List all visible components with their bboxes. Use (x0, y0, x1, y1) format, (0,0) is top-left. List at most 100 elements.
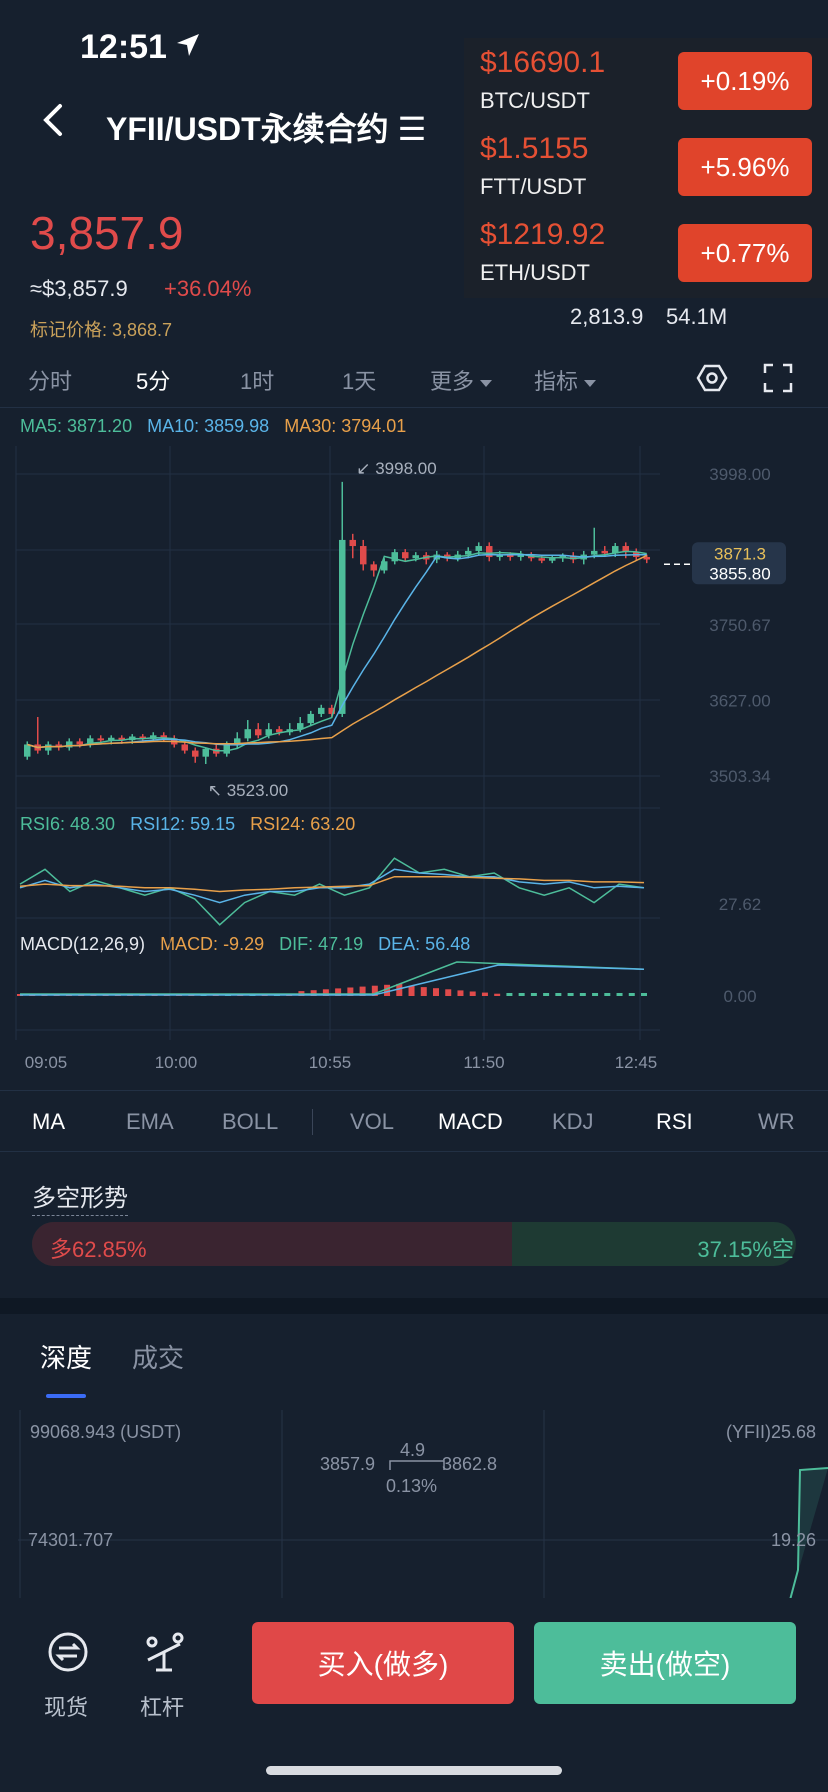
spot-icon[interactable] (46, 1630, 90, 1674)
macd-bar (506, 993, 513, 996)
ind-tab-macd[interactable]: MACD (438, 1109, 503, 1134)
candle-body (475, 546, 483, 551)
tab-1day[interactable]: 1天 (342, 369, 377, 394)
leverage-icon[interactable] (142, 1630, 186, 1674)
ticker-change-badge: +5.96% (678, 138, 812, 196)
cursor-price-label: 3855.80 (709, 564, 770, 583)
macd-bar (543, 993, 550, 996)
macd-bar (616, 993, 623, 996)
candle-body (359, 546, 367, 565)
x-tick-label: 10:00 (155, 1053, 198, 1072)
depth-ask-price: 3862.8 (442, 1454, 498, 1474)
change-percent: +36.04% (164, 276, 252, 301)
candle-body (160, 735, 168, 739)
x-tick-label: 09:05 (25, 1053, 68, 1072)
candle-body (538, 558, 546, 561)
rsi6-line (19, 857, 645, 926)
ind-tab-vol[interactable]: VOL (350, 1109, 395, 1134)
candle-body (401, 552, 409, 559)
caret-down-icon (584, 379, 597, 387)
y-tick-label: 3998.00 (709, 465, 770, 484)
macd-bar (384, 984, 391, 996)
candle-body (254, 729, 262, 736)
kline-chart[interactable]: MA5: 3871.20 MA10: 3859.98 MA30: 3794.01… (0, 410, 828, 1090)
dea-line (20, 964, 645, 996)
depth-left-mid: 74301.707 (28, 1530, 114, 1550)
candle-body (275, 729, 283, 733)
ticker-row-eth[interactable]: $1219.92 ETH/USDT +0.77% (464, 210, 828, 296)
tab-indicators-label: 指标 (534, 369, 579, 394)
candle-body (590, 550, 598, 555)
divider (312, 1109, 313, 1135)
macd-bar (310, 990, 317, 996)
candle-body (464, 550, 472, 555)
ma5-legend: MA5: 3871.20 (20, 416, 133, 436)
ind-tab-boll[interactable]: BOLL (222, 1109, 279, 1134)
rsi-legend: RSI6: 48.30 RSI12: 59.15 RSI24: 63.20 (20, 814, 355, 835)
candle-body (139, 736, 147, 739)
market-ticker-overlay: $16690.1 BTC/USDT +0.19% $1.5155 FTT/USD… (464, 38, 828, 298)
back-button[interactable] (38, 100, 78, 148)
depth-right-mid: 19.26 (770, 1530, 816, 1550)
24h-volume-value: 54.1M (666, 304, 728, 329)
active-tab-indicator (46, 1394, 86, 1398)
buy-long-button[interactable]: 买入(做多) (252, 1622, 514, 1704)
ind-tab-wr[interactable]: WR (758, 1109, 795, 1134)
candle-body (97, 738, 105, 741)
sell-short-button[interactable]: 卖出(做空) (534, 1622, 796, 1704)
candle-body (317, 707, 325, 714)
ticker-price: $16690.1 (480, 46, 606, 79)
last-price: 3,857.9 (30, 207, 184, 259)
ticker-row-ftt[interactable]: $1.5155 FTT/USDT +5.96% (464, 124, 828, 210)
tab-trades[interactable]: 成交 (132, 1343, 185, 1373)
status-time: 12:51 (80, 28, 167, 66)
timeframe-tabs: 分时 5分 1时 1天 更多 指标 (0, 350, 828, 408)
depth-spread-pct: 0.13% (386, 1476, 438, 1496)
fullscreen-icon[interactable] (762, 362, 794, 394)
chevron-left-icon (43, 104, 62, 136)
ind-tab-rsi[interactable]: RSI (656, 1109, 693, 1134)
ma30-line (27, 554, 648, 749)
tab-more-label: 更多 (430, 369, 475, 394)
spot-label[interactable]: 现货 (44, 1695, 89, 1720)
candle-body (223, 744, 231, 754)
ticker-row-btc[interactable]: $16690.1 BTC/USDT +0.19% (464, 38, 828, 124)
tab-5min[interactable]: 5分 (136, 369, 171, 394)
macd-bar (494, 993, 501, 996)
rsi-tick-label: 27.62 (719, 895, 762, 914)
high-price-label: ↙ 3998.00 (356, 459, 436, 478)
candle-body (349, 539, 357, 547)
ind-tab-kdj[interactable]: KDJ (552, 1109, 594, 1134)
page-title[interactable]: YFII/USDT永续合约 ☰ (106, 111, 427, 147)
settings-icon[interactable] (696, 362, 728, 394)
ind-tab-ema[interactable]: EMA (126, 1109, 174, 1134)
long-short-title: 多空形势 (32, 1178, 128, 1216)
dea-legend: DEA: 56.48 (378, 934, 471, 954)
candle-body (517, 554, 525, 558)
leverage-label[interactable]: 杠杆 (140, 1695, 185, 1720)
rsi24-line (19, 875, 645, 893)
24h-low-value: 2,813.9 (570, 304, 644, 329)
rsi12-line (19, 868, 645, 904)
tab-1hour[interactable]: 1时 (240, 369, 275, 394)
macd-bar (592, 993, 599, 996)
macd-bar (335, 988, 342, 996)
candle-body (506, 554, 514, 558)
macd-bar (457, 990, 464, 996)
current-price-box (692, 542, 786, 585)
macd-bar (433, 988, 439, 996)
macd-bar (445, 989, 452, 996)
tab-indicators[interactable]: 指标 (534, 364, 597, 396)
ind-tab-ma[interactable]: MA (32, 1109, 65, 1134)
tab-timeline[interactable]: 分时 (28, 369, 73, 394)
x-tick-label: 10:55 (309, 1053, 352, 1072)
candle-body (107, 737, 115, 741)
ma10-line (27, 553, 647, 749)
candle-body (233, 738, 241, 745)
ma10-legend: MA10: 3859.98 (147, 416, 270, 436)
tab-more[interactable]: 更多 (430, 364, 493, 396)
candle-body (496, 554, 504, 558)
long-short-bar (32, 1222, 796, 1266)
tab-depth[interactable]: 深度 (40, 1343, 93, 1373)
candle-body (244, 729, 252, 739)
